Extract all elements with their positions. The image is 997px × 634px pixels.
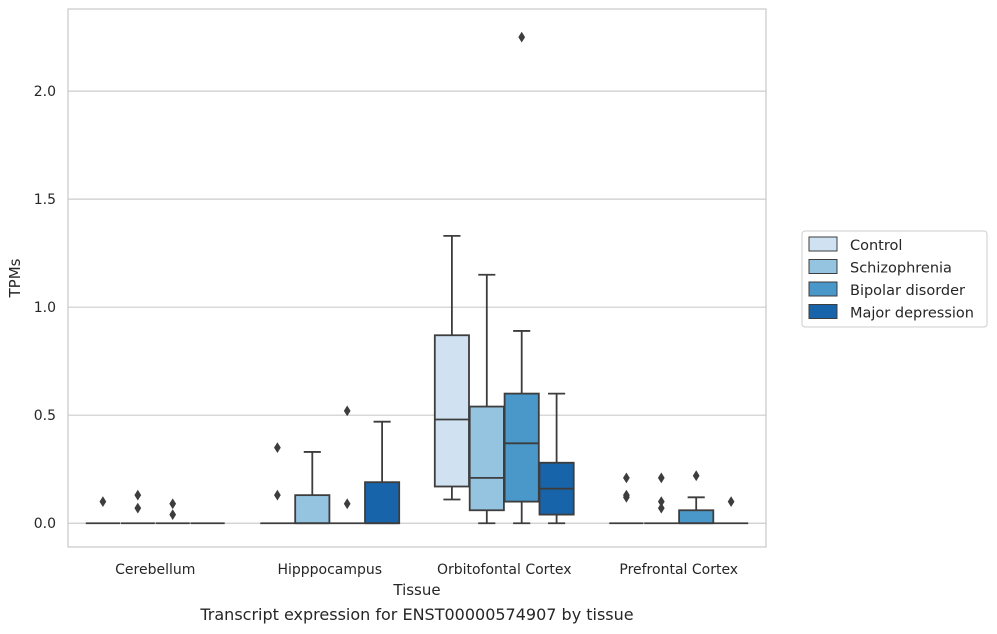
outlier-point [343, 405, 351, 417]
box-2-3 [538, 392, 575, 525]
box-1-3 [364, 420, 401, 525]
box-body [468, 405, 505, 512]
box-1-1 [294, 451, 331, 525]
outlier-point [274, 442, 281, 454]
box-3-2 [678, 470, 715, 525]
box-0-1 [120, 489, 155, 525]
outlier-point [692, 470, 700, 482]
legend-label: Control [850, 238, 902, 254]
box-2-1 [468, 273, 505, 525]
box-3-1 [644, 472, 679, 525]
box-2-2 [503, 31, 540, 525]
y-tick-label: 1.0 [34, 300, 56, 316]
outlier-point [657, 472, 665, 484]
outlier-point [657, 502, 665, 514]
outlier-point [134, 502, 142, 514]
x-tick-label: Prefrontal Cortex [619, 562, 738, 578]
x-tick-labels: Cerebellum Hipppocampus Orbitofontal Corte… [115, 562, 738, 578]
plot-area-frame [67, 8, 767, 548]
box-series-layer [85, 31, 749, 525]
legend-swatch [808, 304, 838, 319]
outlier-point [134, 489, 142, 501]
x-tick-label: Hipppocampus [277, 562, 382, 578]
legend-swatch [808, 281, 838, 297]
outlier-point [657, 496, 665, 508]
box-body [294, 494, 331, 525]
outlier-point [518, 31, 526, 43]
box-3-3 [713, 496, 749, 525]
box-0-2 [155, 498, 190, 525]
outlier-point [169, 498, 177, 510]
y-tick-labels: 0.0 0.5 1.0 1.5 2.0 [34, 84, 56, 532]
x-tick-label: Orbitofontal Cortex [437, 562, 572, 578]
legend-swatch [808, 236, 838, 252]
outlier-point [727, 496, 735, 508]
box-2-0 [433, 234, 470, 501]
x-tick-label: Cerebellum [115, 562, 195, 578]
legend-label: Schizophrenia [850, 261, 952, 277]
y-axis-title: TPMs [6, 258, 24, 298]
legend-label: Major depression [850, 306, 974, 322]
y-tick-label: 0.0 [34, 516, 56, 532]
box-3-0 [609, 472, 644, 525]
chart-caption: Transcript expression for ENST0000057490… [200, 605, 634, 624]
outlier-point [623, 489, 630, 501]
outlier-point [99, 496, 107, 508]
outlier-point [274, 489, 281, 501]
x-axis-title: Tissue [392, 581, 440, 599]
outlier-point [343, 498, 351, 510]
box-body [364, 481, 401, 525]
box-body [433, 334, 470, 488]
box-1-0 [260, 442, 295, 525]
grid-lines [68, 90, 766, 524]
box-body [503, 392, 540, 503]
outlier-point [169, 509, 177, 520]
legend-frame [801, 230, 988, 328]
outlier-point [623, 472, 630, 484]
box-0-0 [85, 496, 121, 525]
box-body [678, 509, 715, 525]
box-1-2 [330, 405, 365, 525]
legend: Control Schizophrenia Bipolar disorder Majo… [801, 230, 988, 328]
legend-swatch [808, 259, 838, 274]
y-tick-label: 0.5 [34, 408, 56, 424]
y-tick-label: 2.0 [34, 84, 56, 100]
y-tick-label: 1.5 [34, 192, 56, 208]
legend-label: Bipolar disorder [850, 283, 965, 299]
